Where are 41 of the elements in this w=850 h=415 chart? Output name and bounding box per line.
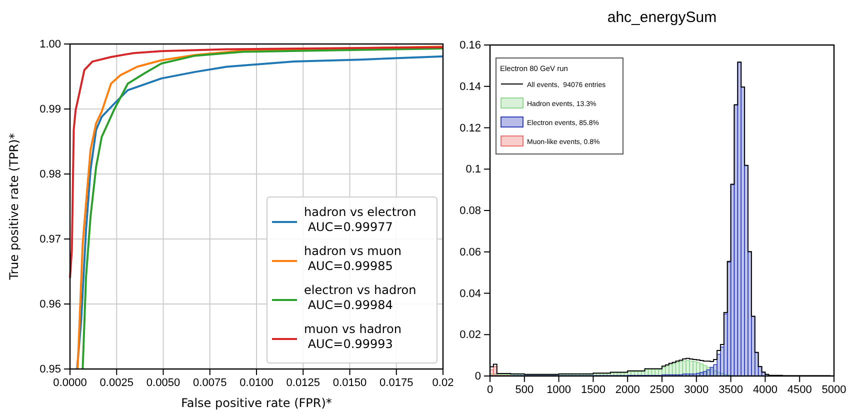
y-tick-label: 0.08	[460, 205, 481, 218]
x-tick-label: 3500	[718, 384, 744, 396]
x-tick-label: 1500	[580, 384, 606, 396]
x-tick-label: 0.0150	[332, 376, 367, 389]
y-tick-label: 0.1	[466, 164, 481, 176]
y-tick-label: 0.06	[460, 246, 481, 258]
x-tick-label: 500	[515, 384, 534, 396]
y-tick-label: 0.96	[40, 298, 61, 311]
y-tick-label: 0.16	[460, 40, 481, 52]
y-tick-label: 1.00	[40, 38, 61, 51]
x-tick-label: 1000	[546, 384, 572, 396]
y-tick-label: 0.97	[40, 234, 61, 246]
x-tick-label: 4500	[787, 384, 812, 396]
chart-title: ahc_energySum	[607, 9, 717, 26]
y-axis-title: True positive rate (TPR)*	[7, 133, 21, 281]
x-tick-label: 0.0175	[380, 376, 414, 389]
x-tick-label: 3000	[684, 384, 709, 396]
x-tick-label: 0.0075	[193, 376, 227, 389]
y-tick-label: 0.98	[40, 168, 61, 181]
x-tick-label: 0.0125	[286, 376, 320, 389]
x-tick-label: 0.0000	[53, 376, 87, 389]
legend-label: hadron vs muon AUC=0.99985	[304, 244, 402, 273]
legend-label: muon vs hadron AUC=0.99993	[304, 322, 402, 351]
y-tick-label: 0.12	[460, 122, 481, 134]
x-axis-title: False positive rate (FPR)*	[181, 396, 332, 410]
x-tick-label: 2000	[615, 384, 640, 396]
y-tick-label: 0.99	[40, 104, 61, 116]
x-tick-label: 0	[486, 384, 494, 396]
legend-label: hadron vs electron AUC=0.99977	[304, 205, 416, 234]
y-tick-label: 0.14	[460, 80, 481, 93]
y-tick-label: 0.95	[40, 364, 61, 376]
x-tick-label: 0.0050	[146, 376, 180, 389]
x-tick-label: 0.0100	[240, 376, 274, 389]
x-tick-label: 4000	[752, 384, 778, 396]
y-tick-label: 0.04	[460, 288, 481, 300]
legend-label: electron vs hadron AUC=0.99984	[304, 283, 416, 312]
y-tick-label: 0.02	[460, 329, 481, 342]
x-tick-label: 0.02	[432, 376, 454, 389]
x-tick-label: 5000	[822, 384, 846, 396]
x-tick-label: 2500	[650, 384, 674, 396]
x-tick-label: 0.0025	[100, 376, 134, 389]
